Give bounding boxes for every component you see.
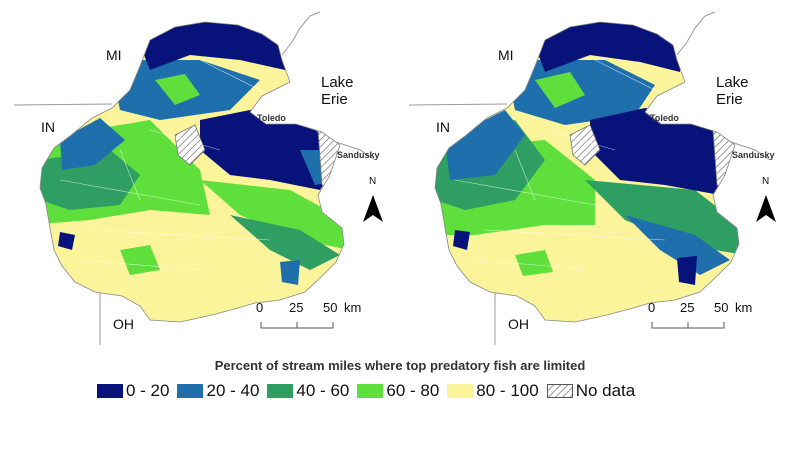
legend: 0 - 20 20 - 40 40 - 60 60 - 80 80 - 100 …	[97, 380, 643, 402]
legend-label: 80 - 100	[476, 381, 539, 400]
lake-label-line2: Erie	[321, 91, 348, 108]
state-label-in: IN	[436, 119, 450, 135]
legend-item-0-20: 0 - 20	[97, 381, 169, 401]
legend-item-20-40: 20 - 40	[177, 381, 259, 401]
city-label-sandusky: Sandusky	[732, 150, 775, 160]
shoreline-east	[329, 139, 376, 161]
state-label-mi: MI	[498, 47, 514, 63]
legend-label: 20 - 40	[206, 381, 260, 400]
watershed-fill-left	[40, 22, 344, 322]
legend-label: 60 - 80	[386, 381, 440, 400]
lake-label-line1: Lake	[321, 74, 354, 91]
scale-tick-25: 25	[289, 300, 304, 315]
legend-swatch	[267, 384, 294, 398]
state-boundary-mi-in	[13, 103, 113, 106]
legend-swatch-hatch	[546, 384, 573, 398]
legend-swatch	[177, 384, 204, 398]
legend-label: 0 - 20	[126, 381, 170, 400]
legend-swatch	[357, 384, 384, 398]
map-panel-right: MI IN OH Lake Erie Toledo Sandusky N 0 2…	[395, 0, 795, 345]
lake-erie-label: Lake Erie	[716, 74, 749, 108]
lake-erie-label: Lake Erie	[321, 74, 354, 108]
city-label-toledo: Toledo	[650, 113, 679, 123]
state-label-oh: OH	[113, 316, 134, 332]
legend-item-40-60: 40 - 60	[267, 381, 349, 401]
map-panel-left: MI IN OH Lake Erie Toledo Sandusky N 0 2…	[0, 0, 400, 345]
scale-bar	[651, 322, 725, 329]
shoreline-north	[281, 11, 321, 56]
watershed-map-right	[408, 11, 776, 345]
watershed-map-left	[13, 11, 383, 345]
shoreline-east	[724, 139, 771, 161]
legend-item-60-80: 60 - 80	[357, 381, 439, 401]
city-label-sandusky: Sandusky	[337, 150, 380, 160]
scale-bar	[260, 322, 334, 329]
state-label-mi: MI	[106, 47, 122, 63]
scale-tick-0: 0	[648, 300, 656, 315]
legend-label: No data	[575, 381, 636, 400]
watershed-fill-right	[435, 22, 739, 322]
legend-label: 40 - 60	[296, 381, 350, 400]
state-label-in: IN	[41, 119, 55, 135]
lake-label-line2: Erie	[716, 91, 743, 108]
north-label: N	[369, 176, 377, 187]
legend-item-80-100: 80 - 100	[447, 381, 539, 401]
scale-tick-50: 50	[323, 300, 338, 315]
lake-label-line1: Lake	[716, 74, 749, 91]
state-boundary-mi-in	[408, 103, 508, 106]
scale-tick-0: 0	[256, 300, 264, 315]
legend-swatch	[97, 384, 123, 398]
city-label-toledo: Toledo	[257, 113, 286, 123]
scale-unit: km	[735, 300, 753, 315]
scale-unit: km	[344, 300, 362, 315]
scale-tick-50: 50	[714, 300, 729, 315]
legend-swatch	[447, 384, 474, 398]
shoreline-north	[676, 11, 716, 56]
legend-item-no-data: No data	[546, 381, 636, 401]
north-arrow-icon	[363, 195, 383, 222]
legend-title: Percent of stream miles where top predat…	[214, 358, 586, 373]
north-label: N	[762, 176, 770, 187]
north-arrow-icon	[756, 195, 776, 222]
scale-tick-25: 25	[680, 300, 695, 315]
state-label-oh: OH	[508, 316, 529, 332]
